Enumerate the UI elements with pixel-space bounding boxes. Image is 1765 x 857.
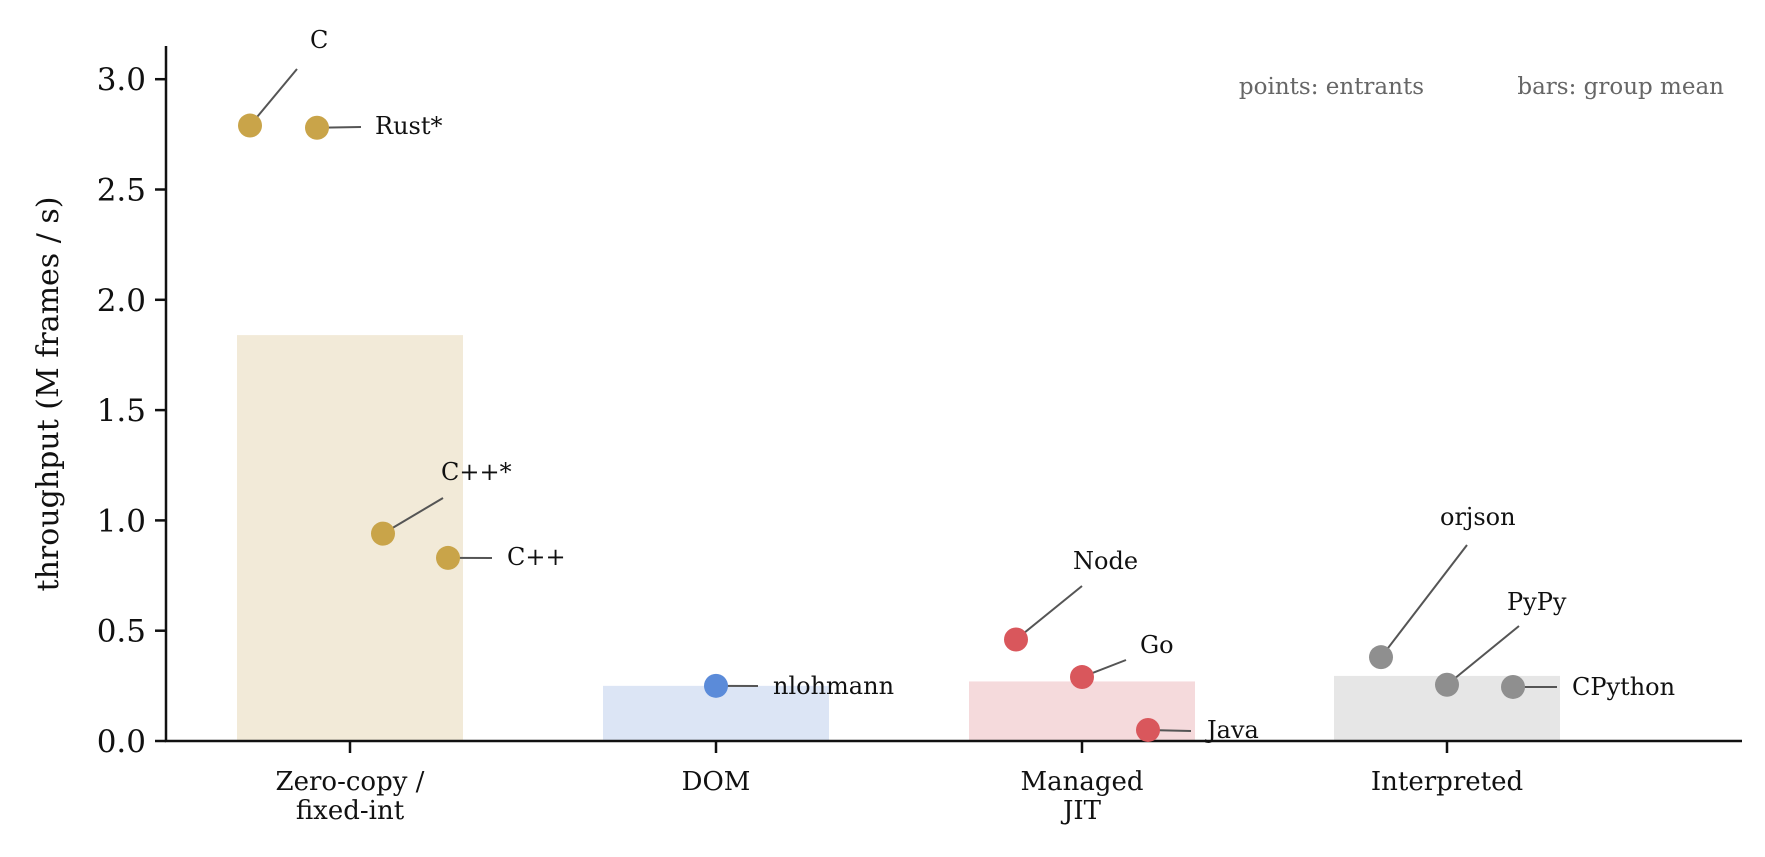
y-ticks-layer: 0.0 0.5 1.0 1.5 2.0 2.5 3.0 (97, 62, 166, 760)
legend-points-note: points: entrants (1239, 74, 1424, 100)
x-category-label: fixed-int (296, 796, 405, 826)
axes-layer (164, 46, 1742, 743)
y-tick-label: 0.5 (97, 614, 146, 650)
points-layer (238, 113, 1525, 742)
y-tick-label: 2.0 (97, 283, 146, 319)
data-point (238, 113, 262, 138)
data-point (1070, 665, 1094, 690)
legend-note: points: entrants bars: group mean (1239, 74, 1724, 100)
x-category-label: Interpreted (1371, 767, 1523, 797)
x-category-label: DOM (682, 767, 751, 797)
bar-2 (969, 681, 1195, 741)
point-label: Go (1140, 631, 1174, 659)
leader-line (1015, 585, 1083, 641)
bar-0 (237, 335, 463, 741)
point-label: CPython (1572, 673, 1675, 701)
data-point (1501, 674, 1525, 699)
point-label: Rust* (375, 112, 443, 140)
data-point (436, 545, 460, 570)
x-category-label: Managed (1020, 767, 1143, 797)
point-label: PyPy (1507, 588, 1567, 616)
data-point (305, 115, 329, 140)
data-point (1435, 672, 1459, 697)
y-tick-label: 0.0 (97, 724, 146, 760)
data-point (1136, 717, 1160, 742)
point-label: nlohmann (773, 672, 894, 700)
y-tick-label: 1.0 (97, 503, 146, 539)
point-label: C++ (507, 543, 566, 571)
leader-line (1380, 544, 1468, 658)
y-axis-label: throughput (M frames / s) (31, 197, 66, 592)
point-label: Node (1073, 547, 1138, 575)
data-point (704, 673, 728, 698)
point-labels-layer: C Rust* C++* C++ nlohmann Node Go Java orjson PyP… (310, 26, 1675, 744)
legend-bars-note: bars: group mean (1517, 74, 1724, 100)
y-tick-label: 3.0 (97, 62, 146, 98)
data-point (1004, 627, 1028, 652)
data-point (371, 521, 395, 546)
point-label: C++* (441, 458, 512, 486)
y-tick-label: 1.5 (97, 393, 146, 429)
x-category-label: Zero-copy / (276, 767, 425, 797)
y-tick-label: 2.5 (97, 173, 146, 209)
data-point (1369, 645, 1393, 670)
point-label: C (310, 26, 328, 54)
bars-layer (237, 335, 1560, 741)
x-category-label: JIT (1060, 796, 1102, 826)
point-label: orjson (1440, 503, 1516, 531)
point-label: Java (1204, 716, 1259, 744)
leader-line (249, 68, 298, 127)
leader-line (1446, 625, 1520, 686)
